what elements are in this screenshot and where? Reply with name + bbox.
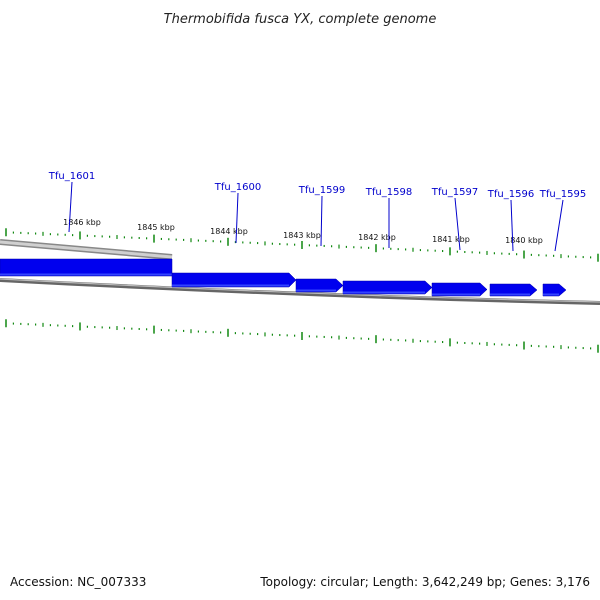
kbp-label: 1846 kbp [63,218,101,227]
coordinate-labels: 1846 kbp 1845 kbp 1844 kbp 1843 kbp 1842 kbp… [63,218,543,245]
gene-name-label[interactable]: Tfu_1601 [48,171,95,182]
gene-leader-line [68,181,73,233]
kbp-label: 1841 kbp [432,235,470,244]
gene-leader-line [235,192,239,244]
gene-name-label[interactable]: Tfu_1596 [487,189,534,200]
lower-tick-marks [5,319,599,353]
map-title: Thermobifida fusca YX, complete genome [164,12,437,27]
kbp-label: 1840 kbp [505,236,543,245]
gene-track [0,258,567,297]
gene-leader-line [554,199,564,252]
gene-name-label[interactable]: Tfu_1595 [539,189,586,200]
upper-tick-marks [5,228,599,262]
gene-name-label[interactable]: Tfu_1597 [431,187,478,198]
gene-name-label[interactable]: Tfu_1598 [365,187,412,198]
genome-summary: Topology: circular; Length: 3,642,249 bp… [259,575,590,589]
gene-arrow[interactable] [0,258,173,277]
genome-backbone-highlight [0,278,600,303]
gene-leader-line [510,199,514,252]
gene-leader-line [454,197,461,251]
kbp-label: 1842 kbp [358,233,396,242]
gene-leader-line [320,195,323,247]
accession-label: Accession: NC_007333 [10,575,146,589]
gene-name-label[interactable]: Tfu_1599 [298,185,345,196]
genome-backbone [0,278,600,305]
gene-name-label[interactable]: Tfu_1600 [214,182,261,193]
outer-backbone-highlight [0,240,173,259]
kbp-label: 1844 kbp [210,227,248,236]
kbp-label: 1843 kbp [283,231,321,240]
kbp-label: 1845 kbp [137,223,175,232]
gene-labels: Tfu_1601 Tfu_1600 Tfu_1599 Tfu_1598 Tfu_1597… [48,171,586,252]
